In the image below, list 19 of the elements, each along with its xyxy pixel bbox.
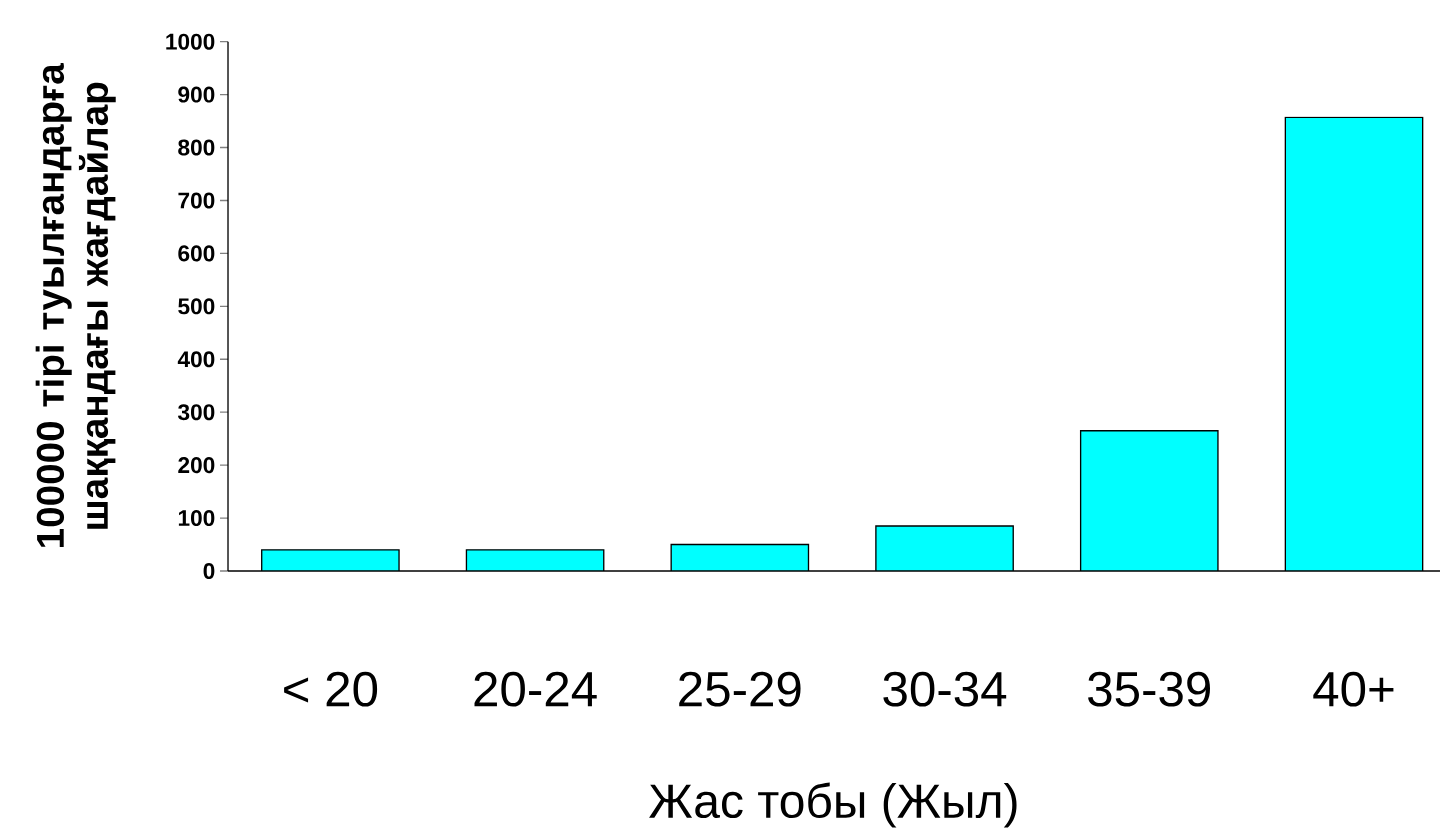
y-tick-label: 700 bbox=[178, 192, 215, 209]
x-tick-label: 35-39 bbox=[1088, 671, 1211, 707]
x-axis-title: Жас тобы (Жыл) bbox=[649, 782, 1017, 828]
y-tick-label: 300 bbox=[178, 404, 215, 421]
x-tick-label: 25-29 bbox=[679, 671, 801, 707]
y-tick-label: 900 bbox=[178, 86, 215, 103]
y-tick-label: 200 bbox=[178, 457, 215, 474]
x-tick-label: < 20 bbox=[284, 671, 378, 707]
x-tick-label: 20-24 bbox=[474, 671, 597, 707]
x-tick-label: 30-34 bbox=[883, 671, 1007, 707]
y-tick-label: 400 bbox=[177, 351, 215, 368]
y-tick-label: 0 bbox=[203, 562, 215, 580]
y-tick-label: 800 bbox=[178, 139, 215, 156]
y-axis-title: 100000 тірі туылғандарға шаққандағы жағдайлар bbox=[35, 63, 116, 547]
y-tick-label: 600 bbox=[178, 245, 215, 262]
x-tick-label: 40+ bbox=[1313, 671, 1394, 707]
y-tick-label: 1000 bbox=[166, 33, 215, 50]
y-tick-label: 100 bbox=[178, 510, 215, 527]
y-tick-label: 500 bbox=[178, 298, 215, 315]
